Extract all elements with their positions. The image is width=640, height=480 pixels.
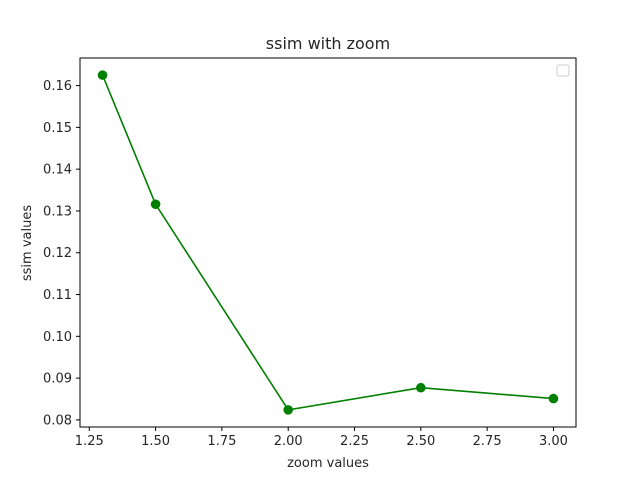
y-tick-label: 0.12 bbox=[43, 246, 72, 261]
data-point bbox=[548, 393, 559, 404]
x-tick-label: 2.25 bbox=[340, 434, 369, 449]
x-axis-label: zoom values bbox=[287, 456, 369, 471]
series-layer bbox=[97, 70, 559, 415]
axes-frame bbox=[79, 57, 577, 428]
y-tick-label: 0.10 bbox=[43, 330, 72, 345]
x-tick-label: 2.50 bbox=[406, 434, 435, 449]
y-tick-label: 0.15 bbox=[43, 121, 72, 136]
x-tick-label: 2.00 bbox=[274, 434, 303, 449]
legend-box bbox=[556, 64, 570, 77]
x-axis-ticks: 1.25 1.50 1.75 2.00 2.25 2.50 2.75 3.00 bbox=[75, 427, 568, 449]
y-tick-label: 0.08 bbox=[43, 413, 72, 428]
x-tick-label: 2.75 bbox=[473, 434, 502, 449]
y-tick-label: 0.16 bbox=[43, 79, 72, 94]
y-axis-ticks: 0.08 0.09 0.10 0.11 0.12 0.13 0.14 0.15 0.16 bbox=[43, 79, 80, 428]
chart-title: ssim with zoom bbox=[266, 34, 390, 53]
y-tick-label: 0.14 bbox=[43, 163, 72, 178]
data-point bbox=[416, 382, 426, 393]
x-tick-label: 3.00 bbox=[539, 434, 568, 449]
x-tick-label: 1.25 bbox=[75, 434, 104, 449]
data-point bbox=[150, 199, 161, 210]
x-tick-label: 1.75 bbox=[207, 434, 236, 449]
x-tick-label: 1.50 bbox=[141, 434, 170, 449]
data-point bbox=[97, 70, 108, 80]
y-tick-label: 0.13 bbox=[43, 204, 72, 219]
data-point bbox=[283, 405, 294, 415]
y-tick-label: 0.09 bbox=[43, 372, 72, 387]
y-tick-label: 0.11 bbox=[43, 288, 72, 303]
plot-area bbox=[79, 57, 577, 428]
y-axis-label: ssim values bbox=[20, 205, 35, 281]
